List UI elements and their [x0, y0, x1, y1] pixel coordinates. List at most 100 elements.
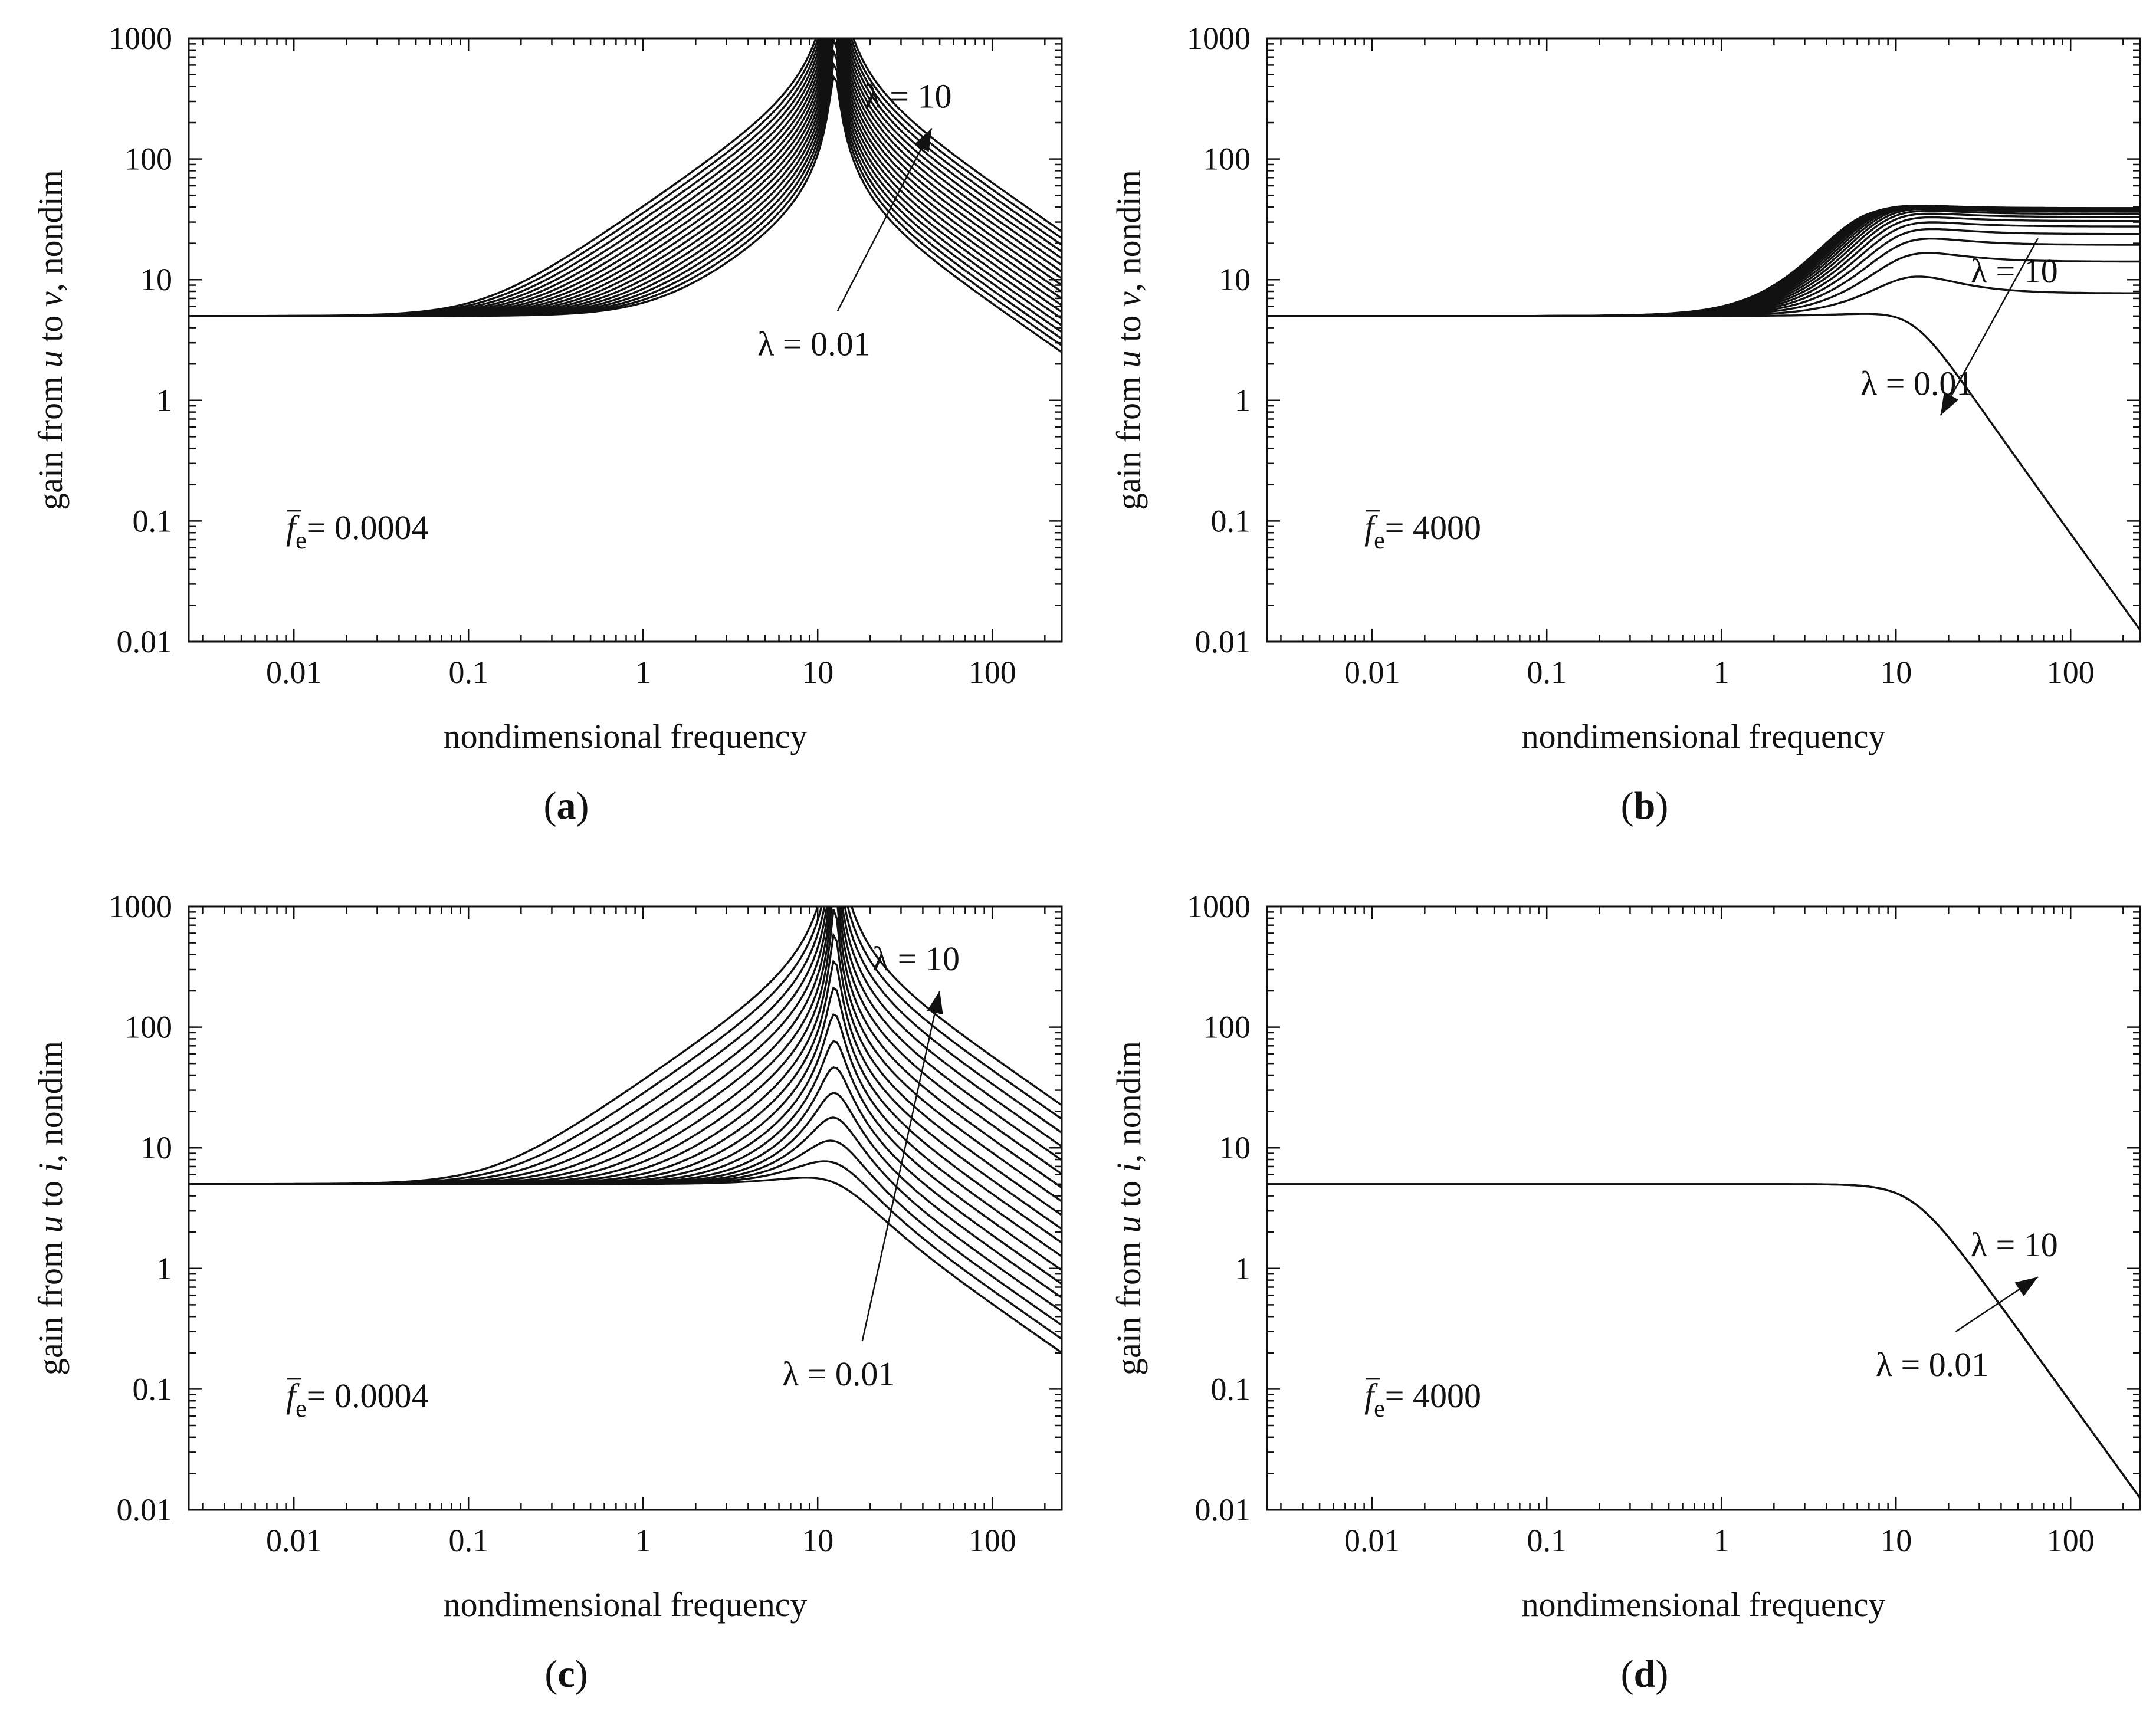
x-tick-label: 0.1: [1527, 655, 1567, 690]
series-label-bottom: λ = 0.01: [782, 1355, 895, 1393]
arrow-head: [914, 128, 932, 152]
series-line: [189, 906, 1062, 1185]
annotation-arrow: [836, 127, 933, 311]
arrow-head: [2014, 1277, 2038, 1296]
x-tick-label: 100: [969, 655, 1016, 690]
series-line: [189, 1040, 1062, 1272]
x-tick-label: 100: [2047, 1523, 2095, 1558]
series-label-top: λ = 10: [865, 77, 952, 115]
series-line: [189, 74, 1062, 353]
y-axis-label: gain from u to v, nondim: [31, 170, 70, 510]
x-tick-label: 0.1: [448, 1523, 488, 1558]
x-tick-label: 0.1: [1527, 1523, 1567, 1558]
y-tick-label: 1000: [1187, 21, 1251, 56]
panel-label: (c): [544, 1653, 588, 1696]
panel-label: (a): [544, 784, 589, 827]
x-axis-label: nondimensional frequency: [1522, 717, 1886, 755]
y-tick-label: 10: [140, 262, 172, 297]
y-axis-label: gain from u to i, nondim: [31, 1041, 70, 1375]
chart-panel-d: 0.01 0.1 1 10 100 0.01 0.1 1 10 100 1000 nondimensi…: [1110, 889, 2141, 1696]
y-tick-label: 1: [156, 383, 172, 418]
y-tick-label: 0.1: [1211, 1371, 1251, 1407]
series-line: [189, 906, 1062, 1185]
series-line: [189, 1092, 1062, 1299]
annotation-arrow: [1940, 238, 2039, 416]
series-line: [189, 1116, 1062, 1313]
series-line: [189, 906, 1062, 1185]
x-tick-label: 100: [969, 1523, 1016, 1558]
x-axis-label: nondimensional frequency: [444, 1585, 808, 1624]
y-tick-label: 0.01: [1195, 624, 1251, 659]
x-tick-label: 1: [1714, 1523, 1730, 1558]
parameter-annotation: fe= 0.0004: [286, 508, 429, 554]
x-tick-label: 10: [1880, 655, 1912, 690]
y-tick-label: 100: [1203, 142, 1251, 177]
x-axis-label: nondimensional frequency: [444, 717, 808, 755]
y-axis-label: gain from u to v, nondim: [1110, 170, 1148, 510]
parameter-annotation: fe= 0.0004: [286, 1377, 429, 1423]
series-line: [189, 906, 1062, 1185]
y-tick-label: 0.01: [117, 624, 173, 659]
y-tick-label: 0.01: [117, 1492, 173, 1528]
panel-label: (d): [1621, 1653, 1669, 1696]
y-tick-label: 1: [1235, 383, 1251, 418]
x-tick-label: 1: [1714, 655, 1730, 690]
y-tick-label: 0.1: [133, 503, 173, 538]
parameter-annotation: fe= 4000: [1364, 508, 1481, 554]
y-tick-label: 1000: [109, 889, 172, 924]
series-line: [1267, 1183, 2140, 1499]
series-label-top: λ = 0.01: [1860, 364, 1973, 402]
x-tick-label: 1: [635, 1523, 651, 1558]
y-tick-label: 1000: [1187, 889, 1251, 924]
series-line: [1267, 313, 2140, 631]
series-line: [189, 38, 1062, 317]
series-label-bottom: λ = 0.01: [757, 324, 870, 363]
series-line: [189, 1160, 1062, 1340]
annotation-arrow: [861, 990, 941, 1342]
y-tick-label: 100: [1203, 1010, 1251, 1045]
parameter-annotation: fe= 4000: [1364, 1377, 1481, 1423]
series-line: [189, 986, 1062, 1244]
y-tick-label: 100: [124, 1010, 172, 1045]
plot-frame: [188, 37, 1063, 643]
x-tick-label: 0.1: [448, 655, 488, 690]
x-tick-label: 10: [802, 1523, 833, 1558]
x-tick-label: 1: [635, 655, 651, 690]
x-tick-label: 0.01: [1344, 1523, 1400, 1558]
plot-frame: [1266, 905, 2141, 1511]
y-tick-label: 100: [124, 142, 172, 177]
series-label-bottom: λ = 10: [1971, 252, 2058, 290]
y-tick-label: 1: [156, 1251, 172, 1286]
series-line: [1267, 208, 2140, 317]
x-tick-label: 0.01: [266, 1523, 322, 1558]
chart-panel-c: 0.01 0.1 1 10 100 0.01 0.1 1 10 100 1000 nondimensi…: [31, 889, 1063, 1696]
y-tick-label: 10: [140, 1130, 172, 1165]
y-axis-label: gain from u to i, nondim: [1110, 1041, 1148, 1375]
series-label-bottom: λ = 0.01: [1876, 1345, 1988, 1384]
x-tick-label: 100: [2047, 655, 2095, 690]
y-tick-label: 10: [1219, 262, 1251, 297]
x-tick-label: 10: [1880, 1523, 1912, 1558]
y-tick-label: 0.1: [133, 1371, 173, 1407]
series-line: [189, 906, 1062, 1185]
y-tick-label: 0.01: [1195, 1492, 1251, 1528]
arrow-head: [1940, 392, 1959, 416]
plot-frame: [1266, 37, 2141, 643]
series-line: [189, 906, 1062, 1185]
x-tick-label: 10: [802, 655, 833, 690]
series-label-top: λ = 10: [872, 940, 960, 978]
y-tick-label: 1000: [109, 21, 172, 56]
x-axis-label: nondimensional frequency: [1522, 1585, 1886, 1624]
plot-frame: [188, 905, 1063, 1511]
y-tick-label: 1: [1235, 1251, 1251, 1286]
arrow-head: [927, 991, 943, 1015]
chart-panel-a: 0.01 0.1 1 10 100 0.01 0.1 1 10 100 1000 nondimensi…: [31, 21, 1063, 827]
y-tick-label: 0.1: [1211, 503, 1251, 538]
x-tick-label: 0.01: [266, 655, 322, 690]
y-tick-label: 10: [1219, 1130, 1251, 1165]
chart-panel-b: 0.01 0.1 1 10 100 0.01 0.1 1 10 100 1000 nondimensi…: [1110, 21, 2141, 827]
series-label-top: λ = 10: [1971, 1226, 2058, 1264]
x-tick-label: 0.01: [1344, 655, 1400, 690]
panel-label: (b): [1621, 784, 1669, 827]
